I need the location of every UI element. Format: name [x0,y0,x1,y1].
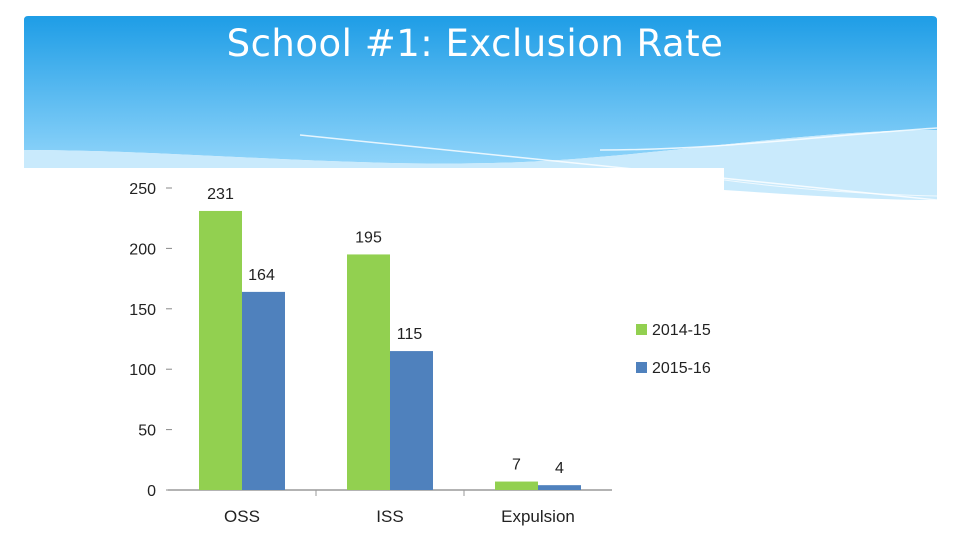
data-label: 7 [512,457,521,474]
legend-swatch [636,324,647,335]
bar-2015-16-ISS [390,351,433,490]
bars [199,210,581,490]
bar-2015-16-Expulsion [538,485,581,490]
bar-2015-16-OSS [242,291,285,490]
data-label: 164 [248,267,275,284]
legend-label: 2015-16 [652,360,711,377]
header-band [0,0,960,210]
legend-swatch [636,362,647,373]
legend-label: 2014-15 [652,322,711,339]
bar-2014-15-Expulsion [495,481,538,490]
y-tick-label: 150 [129,302,156,319]
legend: 2014-15 2015-16 [636,322,711,377]
data-label: 4 [555,460,564,477]
x-category-label: Expulsion [501,507,575,526]
x-axis: OSS ISS Expulsion [168,489,612,526]
data-label: 231 [207,186,234,203]
data-label: 195 [355,229,382,246]
y-tick-label: 250 [129,181,156,198]
y-tick-label: 50 [138,423,156,440]
bar-2014-15-OSS [199,210,242,490]
data-label: 115 [397,326,423,343]
slide-title: School #1: Exclusion Rate [226,22,724,65]
x-category-label: ISS [376,507,403,526]
y-axis: 0 50 100 150 200 250 [129,181,172,500]
bar-2014-15-ISS [347,254,390,490]
y-tick-label: 0 [147,483,156,500]
data-labels: 231 164 195 115 7 4 [207,186,564,477]
y-tick-label: 100 [129,362,156,379]
y-tick-label: 200 [129,241,156,258]
x-category-label: OSS [224,507,260,526]
